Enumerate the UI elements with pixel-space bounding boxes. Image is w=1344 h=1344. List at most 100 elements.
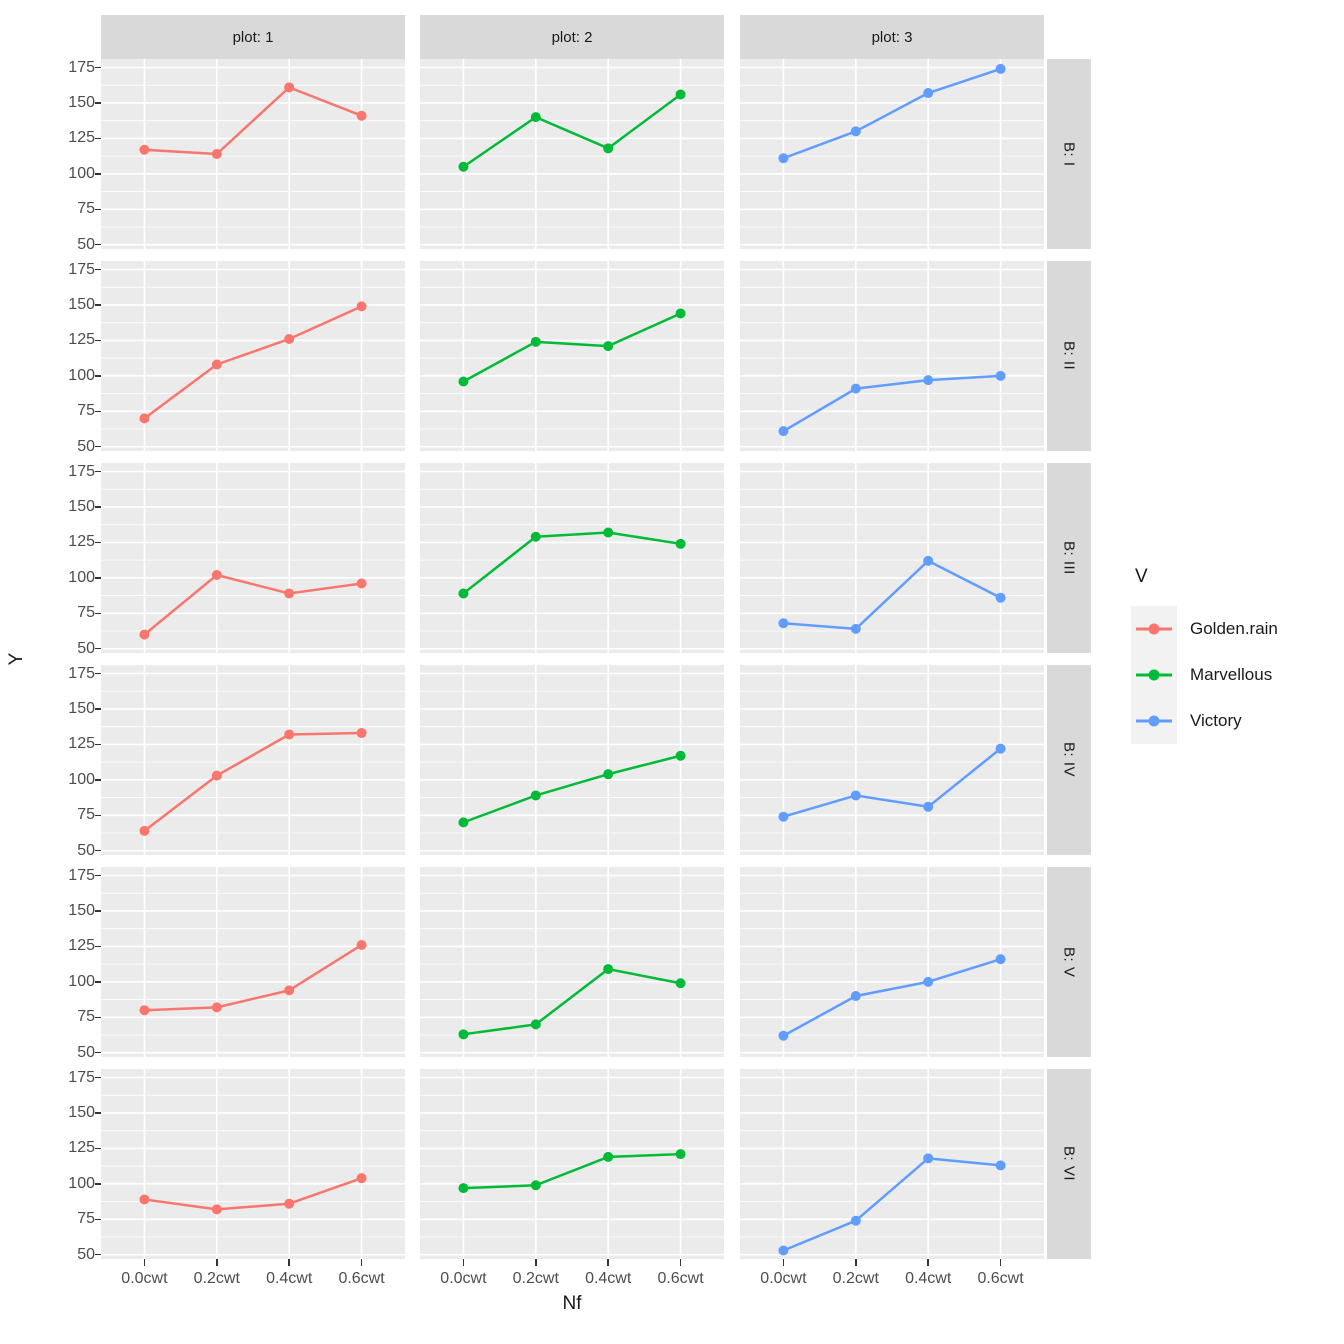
data-point	[850, 991, 861, 1002]
data-point	[530, 112, 541, 123]
data-point	[530, 790, 541, 801]
legend-key	[1131, 606, 1177, 652]
facet-strip-row-label: B: VI	[1060, 1146, 1078, 1182]
y-tick-label: 125	[68, 533, 95, 551]
y-tick-label: 100	[68, 1174, 95, 1192]
facet-strip-row-label: B: IV	[1060, 742, 1078, 778]
y-tick-label: 100	[68, 164, 95, 182]
data-point	[995, 592, 1006, 603]
y-tick-label: 50	[77, 437, 95, 455]
x-tick-mark	[288, 1259, 290, 1266]
x-tick-label: 0.0cwt	[440, 1270, 487, 1287]
legend-entry-marvellous: Marvellous	[1131, 652, 1278, 698]
y-tick-label: 175	[68, 462, 95, 480]
y-tick-mark	[95, 1253, 101, 1256]
x-tick-label: 0.2cwt	[193, 1270, 240, 1287]
y-tick-mark	[95, 470, 101, 473]
data-point	[284, 729, 295, 740]
series-line-Victory	[782, 67, 1001, 160]
y-tick-mark	[95, 779, 101, 781]
series-line-Marvellous	[463, 967, 681, 1036]
data-point	[356, 1173, 367, 1184]
data-point	[211, 570, 222, 581]
facet-strip-row-label: B: II	[1060, 341, 1078, 371]
facet-strip-row-BIV: B: IV	[1047, 665, 1091, 855]
y-tick-mark	[95, 268, 101, 271]
facet-panel-BIII-plot1	[101, 463, 405, 653]
y-tick-label: 150	[68, 497, 95, 515]
y-tick-label: 150	[68, 901, 95, 919]
data-point	[530, 531, 541, 542]
series-line-Golden.rain	[144, 86, 363, 156]
y-tick-mark	[95, 672, 101, 675]
data-point	[603, 527, 614, 538]
data-point	[211, 1002, 222, 1013]
y-tick-label: 100	[68, 366, 95, 384]
y-tick-mark	[95, 1147, 101, 1150]
y-tick-label: 50	[77, 639, 95, 657]
data-point	[778, 1030, 789, 1041]
data-point	[675, 978, 686, 989]
data-point	[675, 750, 686, 761]
y-tick-label: 150	[68, 295, 95, 313]
series-line-Golden.rain	[143, 731, 362, 832]
data-point	[530, 1180, 541, 1191]
y-tick-mark	[95, 814, 101, 817]
data-point	[923, 1153, 934, 1164]
data-point	[778, 1245, 789, 1256]
y-tick-label: 175	[68, 1068, 95, 1086]
x-tick-mark	[462, 1259, 465, 1266]
y-tick-label: 75	[77, 402, 95, 420]
facet-panel-BI-plot2	[420, 59, 724, 249]
data-point	[211, 770, 222, 781]
data-point	[356, 578, 367, 589]
facet-panel-BI-plot1	[101, 59, 405, 249]
data-point	[284, 333, 295, 344]
y-tick-mark	[95, 506, 101, 508]
y-tick-label: 125	[68, 1139, 95, 1157]
data-point	[778, 618, 789, 629]
data-point	[211, 149, 222, 159]
legend-entry-label: Marvellous	[1190, 665, 1273, 684]
y-tick-label: 175	[68, 664, 95, 682]
facet-panel-BIV-plot2	[420, 665, 724, 855]
legend-key-glyph	[1136, 715, 1172, 727]
facet-strip-row-label: B: I	[1060, 141, 1078, 167]
data-point	[356, 110, 367, 121]
x-tick-mark	[216, 1259, 218, 1266]
data-point	[675, 1149, 686, 1160]
data-point	[675, 89, 686, 100]
legend: V Golden.rain Marvellous Victory	[1131, 566, 1278, 744]
x-tick-mark	[535, 1259, 537, 1266]
y-tick-label: 175	[68, 866, 95, 884]
facet-panel-BVI-plot1	[101, 1069, 405, 1259]
facet-strip-col-2: plot: 2	[420, 15, 724, 59]
data-point	[778, 811, 789, 822]
y-tick-mark	[95, 647, 101, 650]
x-tick-label: 0.0cwt	[121, 1270, 168, 1287]
facet-strip-col-1: plot: 1	[101, 15, 405, 59]
y-tick-label: 50	[77, 841, 95, 859]
legend-entries: Golden.rain Marvellous Victory	[1131, 606, 1278, 744]
y-tick-mark	[95, 102, 101, 104]
facet-panel-BVI-plot2	[420, 1069, 724, 1259]
y-tick-mark	[95, 612, 101, 615]
data-point	[923, 375, 934, 386]
data-point	[458, 1029, 469, 1040]
data-point	[675, 538, 686, 549]
y-tick-label: 175	[68, 58, 95, 76]
data-point	[850, 1215, 861, 1226]
y-tick-label: 75	[77, 1008, 95, 1026]
data-point	[530, 1019, 541, 1030]
facet-panel-BV-plot2	[420, 867, 724, 1057]
x-tick-label: 0.2cwt	[512, 1270, 559, 1287]
facet-panel-BIII-plot3	[740, 463, 1044, 653]
y-tick-mark	[95, 849, 101, 852]
y-tick-mark	[95, 1218, 101, 1221]
x-tick-label: 0.4cwt	[905, 1270, 952, 1287]
series-line-Golden.rain	[144, 1177, 362, 1211]
data-point	[995, 63, 1006, 74]
data-point	[778, 426, 789, 437]
data-point	[850, 383, 861, 394]
